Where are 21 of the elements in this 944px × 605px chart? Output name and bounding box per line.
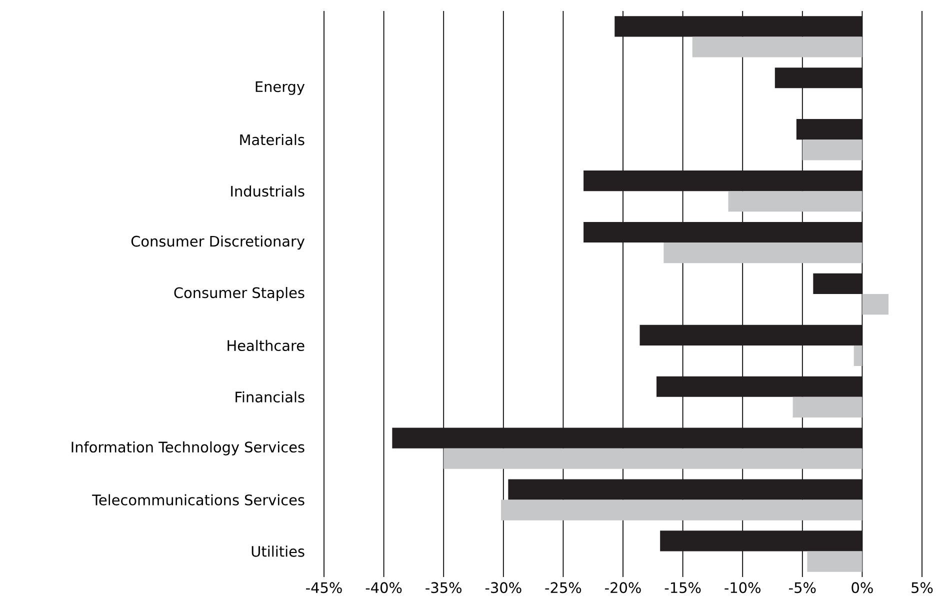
x-tick-label: -35% — [426, 582, 462, 594]
y-tick-label: Financials — [236, 391, 304, 402]
x-tick-label: -25% — [545, 582, 582, 594]
y-tick-label: Telecommunications Services — [92, 494, 304, 506]
y-tick-label: Energy — [256, 81, 305, 95]
y-tick-label: Healthcare — [228, 340, 304, 352]
y-tick-label: Information Technology Services — [72, 441, 304, 456]
y-tick-label: Consumer Staples — [174, 286, 304, 301]
x-tick-label: 0% — [852, 582, 873, 594]
x-tick-label: -20% — [605, 582, 641, 594]
x-tick-label: -45% — [306, 582, 342, 594]
y-tick-label: Industrials — [231, 185, 304, 197]
x-tick-label: 5% — [912, 582, 933, 594]
y-tick-label: Utilities — [252, 546, 304, 557]
y-tick-label: Consumer Discretionary — [131, 236, 305, 250]
x-tick-label: -10% — [724, 582, 760, 594]
x-tick-label: -30% — [485, 582, 522, 594]
x-tick-label: -5% — [789, 582, 816, 594]
x-tick-label: -40% — [366, 582, 402, 594]
x-tick-label: -15% — [664, 582, 701, 594]
y-tick-label: Materials — [240, 134, 304, 146]
